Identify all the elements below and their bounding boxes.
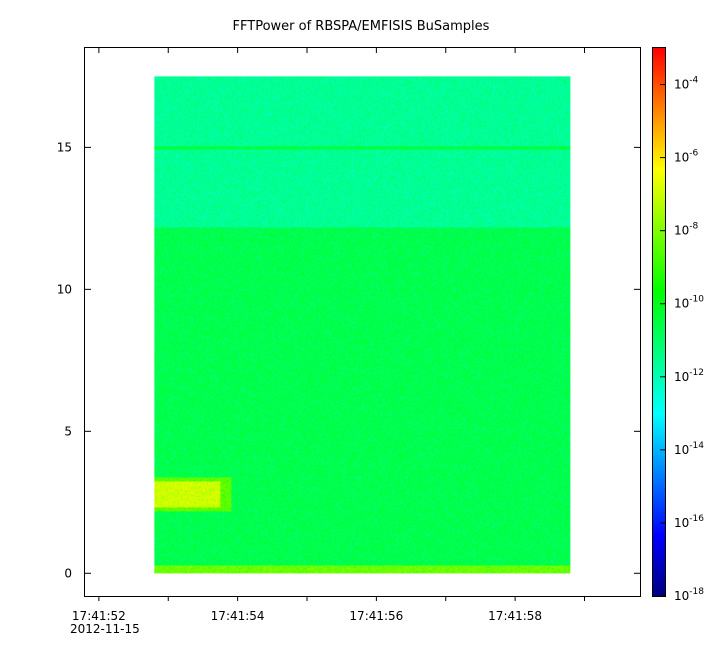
x-tick-label: 17:41:56 bbox=[349, 609, 403, 623]
x-tick-label: 17:41:52 bbox=[72, 609, 126, 623]
colorbar-tick-label: 10-16 bbox=[674, 514, 704, 530]
colorbar-gradient bbox=[652, 47, 666, 597]
colorbar-tick-label: 10-4 bbox=[674, 76, 699, 92]
x-axis: 17:41:52 17:41:54 17:41:56 17:41:58 bbox=[72, 48, 585, 623]
chart-title: FFTPower of RBSPA/EMFISIS BuSamples bbox=[233, 19, 490, 34]
y-tick-label: 5 bbox=[64, 424, 72, 438]
y-tick-label: 0 bbox=[64, 566, 72, 580]
colorbar-tick-label: 10-14 bbox=[674, 441, 704, 457]
colorbar-tick-label: 10-6 bbox=[674, 149, 699, 165]
colorbar-tick-label: 10-10 bbox=[674, 295, 704, 311]
x-axis-date-label: 2012-11-15 bbox=[70, 622, 140, 636]
y-axis: 0 5 10 15 bbox=[57, 140, 640, 580]
y-tick-label: 10 bbox=[57, 282, 72, 296]
colorbar-tick-label: 10-18 bbox=[674, 587, 704, 603]
x-tick-label: 17:41:58 bbox=[488, 609, 542, 623]
y-tick-label: 15 bbox=[57, 140, 72, 154]
spectrogram-raster bbox=[154, 76, 571, 574]
colorbar: 10-4 10-6 10-8 10-10 10-12 10-14 10-16 10-18 bbox=[652, 47, 704, 603]
colorbar-tick-label: 10-12 bbox=[674, 368, 704, 384]
x-tick-label: 17:41:54 bbox=[211, 609, 265, 623]
spectrogram-image bbox=[154, 76, 571, 574]
colorbar-tick-label: 10-8 bbox=[674, 222, 699, 238]
